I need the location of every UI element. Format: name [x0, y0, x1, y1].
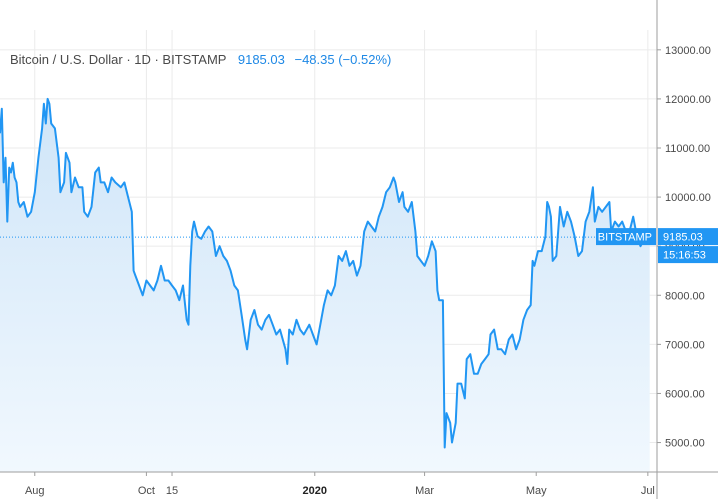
- x-tick-label: 15: [166, 485, 178, 497]
- x-tick-label: Aug: [25, 485, 45, 497]
- x-tick-label: May: [526, 485, 547, 497]
- y-tick-label: 7000.00: [665, 339, 705, 351]
- price-line: [0, 97, 651, 449]
- price-tag: [658, 228, 718, 246]
- last-price-tags: BITSTAMP 9185.03 15:16:53: [596, 228, 718, 264]
- y-tick-label: 12000.00: [665, 94, 711, 106]
- legend-change: −48.35 (−0.52%): [294, 52, 392, 67]
- symbol-label: Bitcoin / U.S. Dollar · 1D · BITSTAMP: [10, 52, 227, 67]
- x-tick-label: Mar: [415, 485, 434, 497]
- y-tick-label: 6000.00: [665, 388, 705, 400]
- y-tick-label: 8000.00: [665, 290, 705, 302]
- exchange-tag-label: BITSTAMP: [598, 232, 652, 244]
- time-axis-labels: Aug Oct 15 2020 Mar May Jul: [25, 472, 655, 497]
- y-tick-label: 5000.00: [665, 438, 705, 450]
- y-tick-label: 10000.00: [665, 192, 711, 204]
- y-tick-label: 11000.00: [665, 143, 710, 155]
- price-axis-labels: 13000.0012000.0011000.0010000.009000.008…: [657, 45, 711, 450]
- legend-price: 9185.03: [237, 52, 285, 67]
- countdown-tag: [658, 246, 718, 264]
- countdown-tag-label: 15:16:53: [663, 250, 706, 262]
- chart-legend: Bitcoin / U.S. Dollar · 1D · BITSTAMP 91…: [10, 52, 391, 67]
- x-tick-label: Oct: [138, 485, 155, 497]
- y-tick-label: 13000.00: [665, 45, 711, 57]
- x-tick-label: 2020: [303, 485, 327, 497]
- exchange-tag: [596, 228, 656, 246]
- x-tick-label: Jul: [641, 485, 655, 497]
- price-tag-label: 9185.03: [663, 232, 703, 244]
- price-area-fill: [0, 98, 650, 473]
